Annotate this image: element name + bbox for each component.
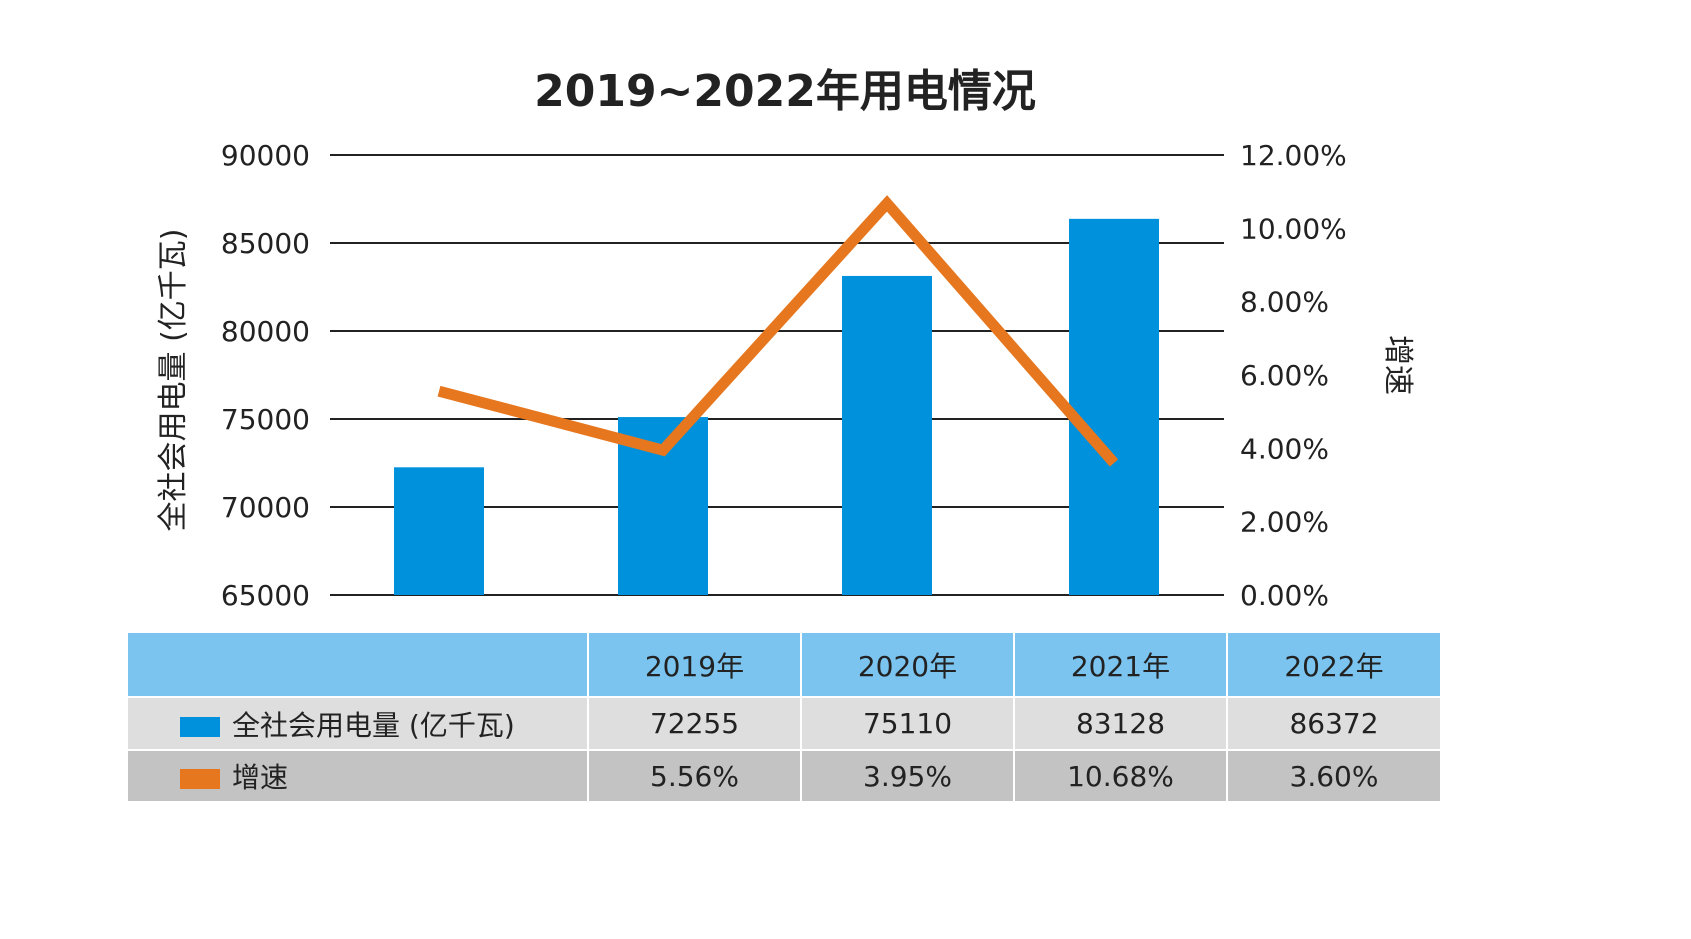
growth-line (437, 195, 1119, 467)
bar (394, 467, 484, 595)
table-cell: 3.60% (1228, 751, 1440, 801)
y2-tick-label: 4.00% (1240, 432, 1329, 465)
table-header-empty (128, 633, 587, 696)
table-cell: 10.68% (1015, 751, 1226, 801)
table-header-cell: 2020年 (802, 633, 1013, 696)
table-row: 全社会用电量 (亿千瓦) 72255 75110 83128 86372 (128, 698, 1440, 749)
legend-entry-bar: 全社会用电量 (亿千瓦) (128, 698, 587, 749)
y2-tick-label: 12.00% (1240, 139, 1347, 172)
y-tick-label: 85000 (221, 227, 310, 260)
y2-tick-label: 0.00% (1240, 579, 1329, 612)
y-axis-label: 全社会用电量 (亿千瓦) (156, 229, 191, 532)
chart-title: 2019~2022年用电情况 (534, 66, 1036, 117)
y-tick-label: 70000 (221, 491, 310, 524)
table-cell: 72255 (589, 698, 800, 749)
table-header-row: 2019年 2020年 2021年 2022年 (128, 633, 1440, 696)
legend-swatch-bar (180, 716, 220, 737)
y-tick-label: 75000 (221, 403, 310, 436)
table-cell: 5.56% (589, 751, 800, 801)
y2-tick-label: 10.00% (1240, 212, 1347, 245)
table-cell: 86372 (1228, 698, 1440, 749)
table-cell: 3.95% (802, 751, 1013, 801)
y2-tick-label: 8.00% (1240, 286, 1329, 319)
bar (842, 275, 932, 595)
y2-tick-label: 2.00% (1240, 506, 1329, 539)
y2-axis-label: 增速 (1380, 335, 1415, 395)
data-table: 2019年 2020年 2021年 2022年 全社会用电量 (亿千瓦) 722… (126, 631, 1442, 803)
table-header-cell: 2019年 (589, 633, 800, 696)
table-cell: 83128 (1015, 698, 1226, 749)
table-row: 增速 5.56% 3.95% 10.68% 3.60% (128, 751, 1440, 801)
legend-swatch-line (180, 769, 220, 789)
table-cell: 75110 (802, 698, 1013, 749)
bar (1069, 218, 1159, 596)
y-tick-label: 65000 (221, 579, 310, 612)
y-tick-label: 90000 (221, 139, 310, 172)
table-header-cell: 2021年 (1015, 633, 1226, 696)
y-tick-label: 80000 (221, 315, 310, 348)
table-header-cell: 2022年 (1228, 633, 1440, 696)
legend-entry-line: 增速 (128, 751, 587, 801)
y2-tick-label: 6.00% (1240, 359, 1329, 392)
